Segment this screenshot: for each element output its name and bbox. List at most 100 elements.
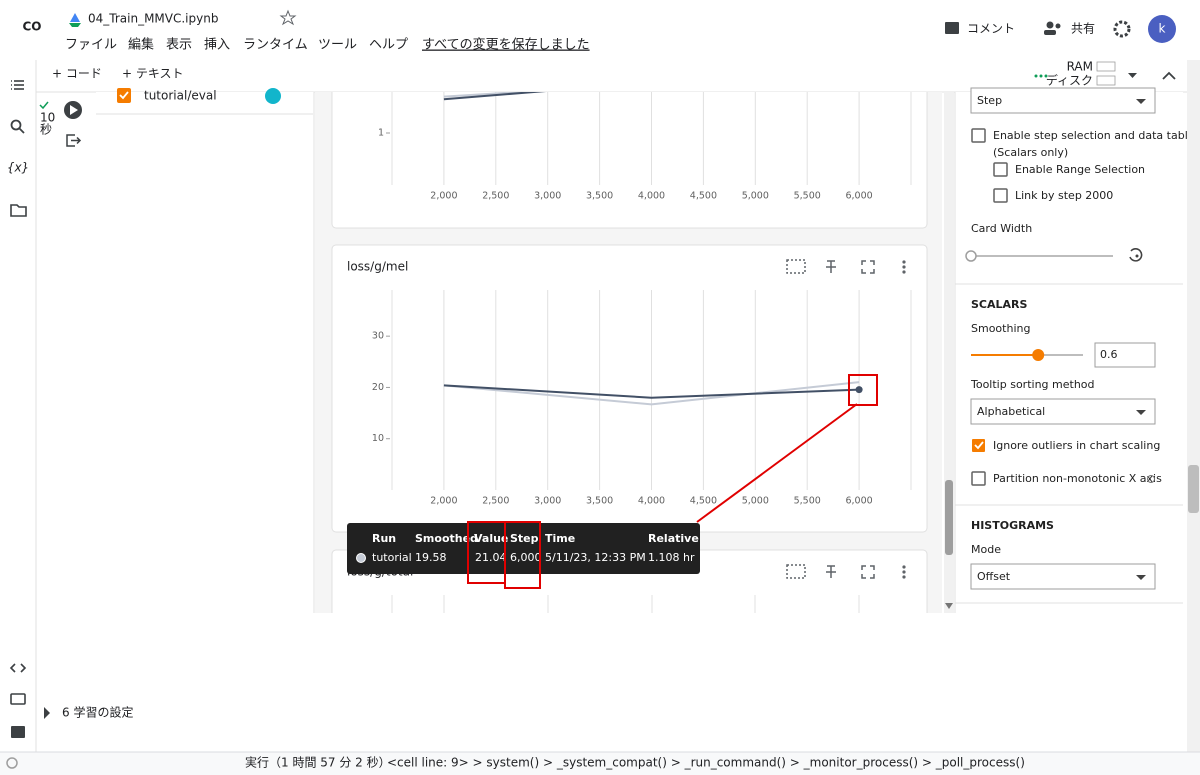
header-bg — [0, 0, 1200, 92]
share-button[interactable]: 共有 — [1071, 22, 1095, 36]
fullscreen-icon[interactable] — [861, 260, 875, 274]
tooltip-run-dot — [356, 553, 366, 563]
resource-dropdown[interactable] — [1128, 73, 1137, 78]
run-name[interactable]: tutorial/eval — [144, 89, 217, 103]
menu-item[interactable]: 表示 — [166, 38, 192, 53]
mode-value: Offset — [977, 570, 1011, 583]
checkbox-label[interactable]: Ignore outliers in chart scaling — [993, 439, 1160, 452]
setting-label: Card Width — [971, 222, 1032, 235]
x-tick-label: 4,000 — [638, 496, 665, 507]
collapse-icon[interactable] — [1162, 71, 1176, 80]
tooltip-sort-select[interactable] — [970, 398, 1156, 425]
slider-knob[interactable] — [965, 250, 977, 262]
menu-item[interactable]: 編集 — [128, 37, 154, 53]
y-tick-label: 10 — [372, 433, 384, 444]
output-icon[interactable] — [66, 134, 82, 147]
status-elapsed: 実行（1 時間 57 分 2 秒） — [245, 755, 391, 770]
status-icon — [6, 757, 18, 769]
pin-icon[interactable] — [826, 565, 836, 578]
run-color[interactable] — [265, 88, 281, 104]
smoothing-slider — [971, 349, 1083, 361]
x-tick-label: 4,500 — [690, 191, 717, 202]
checkbox-label[interactable]: Enable Range Selection — [1015, 163, 1145, 176]
partial-grid — [391, 595, 860, 613]
avatar[interactable] — [1148, 15, 1176, 43]
filename[interactable]: 04_Train_MMVC.ipynb — [88, 12, 218, 26]
setting-label: Tooltip sorting method — [970, 378, 1095, 391]
add-code[interactable]: + コード — [52, 67, 102, 81]
help-icon[interactable] — [1147, 475, 1155, 483]
comment-button[interactable]: コメント — [967, 22, 1015, 36]
checkmark — [119, 91, 129, 100]
connected-icon — [1034, 74, 1048, 78]
setting-label: Mode — [971, 543, 1001, 556]
section-heading: HISTOGRAMS — [971, 519, 1054, 532]
share-icon[interactable] — [1044, 21, 1061, 36]
x-tick-label: 6,000 — [845, 191, 872, 202]
logo[interactable]: CO — [22, 20, 41, 34]
comment-icon[interactable] — [945, 22, 959, 34]
settings-icon[interactable] — [1113, 20, 1131, 38]
x-tick-label: 5,500 — [794, 191, 821, 202]
page-scroll-thumb[interactable] — [1188, 465, 1199, 513]
checkbox-label[interactable]: Link by step 2000 — [1015, 189, 1113, 202]
add-text[interactable]: + テキスト — [122, 67, 184, 81]
menu-item[interactable]: ヘルプ — [369, 38, 408, 53]
files-icon[interactable] — [10, 204, 27, 217]
x-axis-select[interactable] — [970, 87, 1156, 114]
checkbox-label[interactable]: Partition non-monotonic X axis — [993, 472, 1162, 485]
fit-domain-icon[interactable] — [786, 259, 806, 274]
x-tick-label: 5,000 — [742, 496, 769, 507]
tooltip-header: Run — [372, 532, 396, 545]
section-heading: SCALARS — [971, 298, 1028, 311]
terminal-icon[interactable] — [11, 726, 25, 738]
x-tick-label: 3,000 — [534, 191, 561, 202]
done-check — [39, 101, 49, 110]
menu-item[interactable]: ファイル — [65, 38, 117, 53]
checkmark — [974, 441, 984, 450]
section-title[interactable]: 6 学習の設定 — [62, 705, 133, 720]
tooltip-header: Time — [545, 532, 575, 545]
series-line — [443, 384, 860, 399]
variables-icon[interactable]: {x} — [7, 161, 29, 175]
mode-select[interactable] — [970, 563, 1156, 590]
tooltip-time: 5/11/23, 12:33 PM — [545, 551, 646, 564]
checkbox-label[interactable]: Enable step selection and data table — [993, 129, 1195, 142]
tooltip-value: 21.04 — [475, 551, 507, 564]
hover-point — [855, 386, 863, 394]
avatar-letter: k — [1159, 22, 1166, 36]
slider-knob[interactable] — [1032, 349, 1045, 361]
smoothing-value[interactable]: 0.6 — [1100, 348, 1118, 361]
checkbox-checked[interactable] — [972, 439, 985, 452]
star-icon[interactable] — [279, 9, 297, 26]
checkbox[interactable] — [971, 128, 986, 143]
more-icon[interactable] — [902, 260, 906, 579]
section-toggle[interactable] — [44, 707, 50, 719]
code-snippets-icon[interactable] — [20, 663, 27, 673]
menu-item[interactable]: ツール — [318, 38, 357, 53]
checkbox[interactable] — [993, 162, 1008, 177]
checkbox[interactable] — [971, 471, 986, 486]
menu-item[interactable]: ランタイム — [243, 38, 308, 53]
code-snippets-icon[interactable] — [9, 663, 16, 673]
toc-icon[interactable] — [11, 80, 24, 90]
command-palette-icon[interactable] — [10, 693, 26, 705]
tooltip-header: Smoothed — [415, 532, 478, 545]
tooltip-header: Value — [474, 532, 508, 545]
fit-domain-icon[interactable] — [786, 564, 806, 579]
menu-item[interactable]: 挿入 — [204, 38, 230, 53]
checkbox[interactable] — [993, 188, 1008, 203]
y-tick-label: 20 — [372, 382, 384, 393]
pin-icon[interactable] — [826, 260, 836, 273]
scroll-arrow[interactable] — [945, 603, 953, 609]
scrollbar-thumb[interactable] — [945, 480, 953, 555]
reset-icon[interactable] — [1129, 248, 1143, 262]
smoothing-input[interactable] — [1094, 342, 1156, 368]
status-trace: <cell line: 9> > system() > _system_comp… — [387, 756, 1025, 770]
search-icon[interactable] — [10, 119, 25, 134]
x-tick-label: 2,500 — [482, 496, 509, 507]
chart-title: loss/g/mel — [347, 260, 408, 274]
elapsed: 10 — [40, 111, 55, 125]
saved-status[interactable]: すべての変更を保存しました — [422, 37, 590, 53]
fullscreen-icon[interactable] — [861, 565, 875, 579]
